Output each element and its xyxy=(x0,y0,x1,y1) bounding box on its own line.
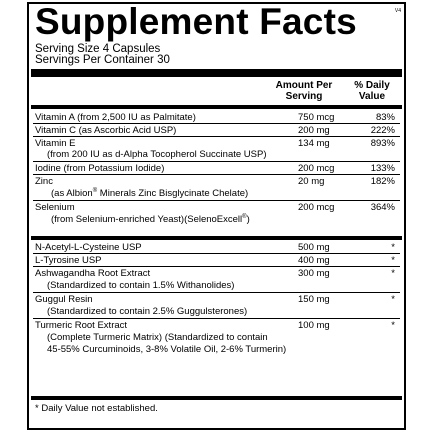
row-divider xyxy=(33,318,400,319)
nutrient-name: Selenium xyxy=(35,202,75,213)
row-divider xyxy=(33,253,400,254)
nutrient-amount: 200 mcg xyxy=(298,163,335,174)
row-divider xyxy=(33,292,400,293)
serving-size: Serving Size 4 Capsules xyxy=(35,43,161,55)
medium-rule xyxy=(31,236,402,240)
ingredient-name: L-Tyrosine USP xyxy=(35,255,102,266)
amount-header-line2: Serving xyxy=(285,91,323,102)
amount-header: Amount Per Serving xyxy=(267,80,341,102)
ingredient-amount: 500 mg xyxy=(298,242,330,253)
ingredient-name: Guggul Resin xyxy=(35,294,93,305)
row-divider xyxy=(33,123,400,124)
panel-title: Supplement Facts xyxy=(35,1,357,42)
ingredient-daily-value: * xyxy=(391,255,395,266)
nutrient-amount: 134 mg xyxy=(298,138,330,149)
ingredient-daily-value: * xyxy=(391,268,395,279)
version-code: V4 xyxy=(394,8,401,14)
ingredient-standardization: (Standardized to contain 2.5% Guggulster… xyxy=(47,306,248,317)
nutrient-daily-value: 133% xyxy=(370,163,395,174)
nutrient-amount: 200 mcg xyxy=(298,202,335,213)
row-divider xyxy=(33,266,400,267)
thick-rule xyxy=(31,69,402,77)
daily-value-header: % Daily Value xyxy=(343,80,401,102)
nutrient-name: Iodine (from Potassium Iodide) xyxy=(35,163,165,174)
nutrient-amount: 200 mg xyxy=(298,125,330,136)
nutrient-daily-value: 182% xyxy=(370,176,395,187)
row-divider xyxy=(33,174,400,175)
row-divider xyxy=(33,161,400,162)
daily-value-header-line2: Value xyxy=(358,91,386,102)
servings-per-container: Servings Per Container 30 xyxy=(35,54,170,66)
medium-rule xyxy=(31,105,402,109)
ingredient-name: N-Acetyl-L-Cysteine USP xyxy=(35,242,142,253)
ingredient-standardization: (Standardized to contain 1.5% Withanolid… xyxy=(47,280,235,291)
footnote: * Daily Value not established. xyxy=(35,403,158,414)
ingredient-standardization-line2: 45-55% Curcuminoids, 3-8% Volatile Oil, … xyxy=(47,344,287,355)
ingredient-name: Turmeric Root Extract xyxy=(35,320,128,331)
nutrient-name: Zinc xyxy=(35,176,53,187)
nutrient-name: Vitamin E xyxy=(35,138,76,149)
nutrient-daily-value: 364% xyxy=(370,202,395,213)
ingredient-amount: 150 mg xyxy=(298,294,330,305)
supplement-facts-panel: Supplement Facts V4 Serving Size 4 Capsu… xyxy=(27,2,406,430)
ingredient-amount: 300 mg xyxy=(298,268,330,279)
nutrient-source: (as Albion® Minerals Zinc Bisglycinate C… xyxy=(51,188,249,199)
row-divider xyxy=(33,136,400,137)
row-divider xyxy=(33,200,400,201)
ingredient-name: Ashwagandha Root Extract xyxy=(35,268,151,279)
ingredient-amount: 400 mg xyxy=(298,255,330,266)
ingredient-daily-value: * xyxy=(391,294,395,305)
nutrient-name: Vitamin A (from 2,500 IU as Palmitate) xyxy=(35,112,196,123)
medium-rule xyxy=(31,396,402,400)
ingredient-standardization: (Complete Turmeric Matrix) (Standardized… xyxy=(47,332,268,343)
daily-value-header-line1: % Daily xyxy=(354,80,390,91)
nutrient-daily-value: 893% xyxy=(370,138,395,149)
amount-header-line1: Amount Per xyxy=(275,80,333,91)
nutrient-name: Vitamin C (as Ascorbic Acid USP) xyxy=(35,125,177,136)
nutrient-amount: 750 mcg xyxy=(298,112,335,123)
nutrient-source: (from 200 IU as d-Alpha Tocopherol Succi… xyxy=(47,149,267,160)
nutrient-source: (from Selenium-enriched Yeast)(SelenoExc… xyxy=(51,214,250,225)
ingredient-amount: 100 mg xyxy=(298,320,330,331)
ingredient-daily-value: * xyxy=(391,320,395,331)
nutrient-amount: 20 mg xyxy=(298,176,325,187)
nutrient-daily-value: 222% xyxy=(370,125,395,136)
nutrient-daily-value: 83% xyxy=(375,112,395,123)
ingredient-daily-value: * xyxy=(391,242,395,253)
